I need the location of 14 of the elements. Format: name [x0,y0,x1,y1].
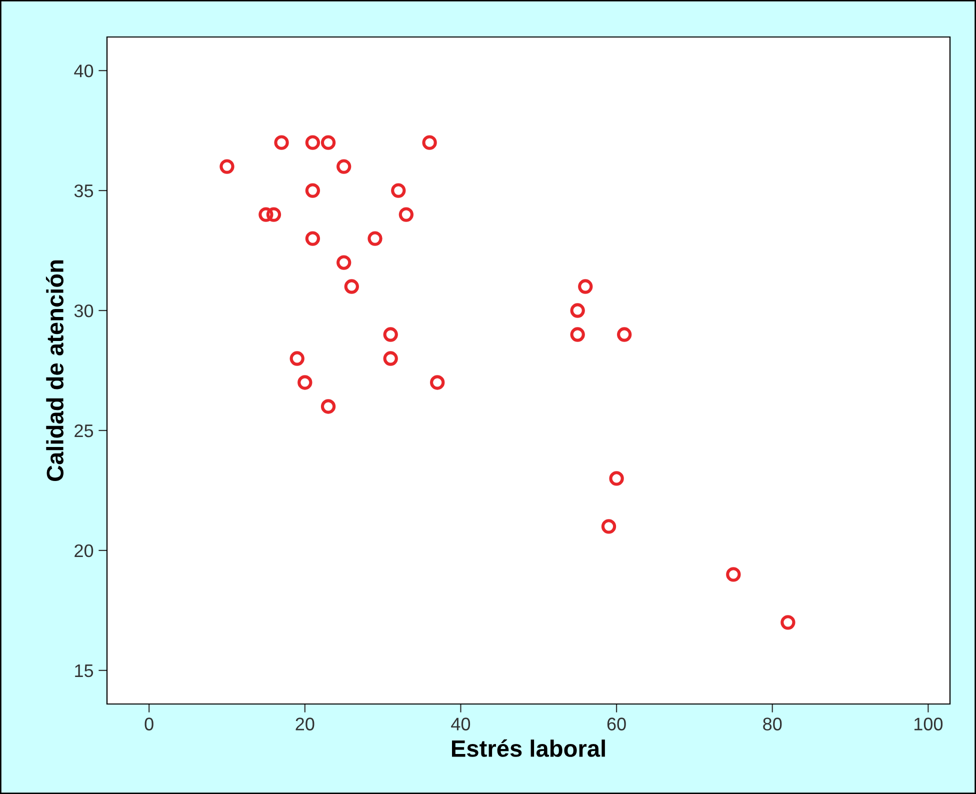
x-axis-title: Estrés laboral [452,739,605,757]
x-tick-label: 20 [296,718,314,730]
y-tick-label: 25 [74,424,94,438]
y-tick-label: 40 [74,64,94,78]
x-tick-label: 80 [763,718,782,730]
y-axis-title: Calidad de atención [46,260,64,482]
x-tick-label: 100 [914,718,943,730]
y-tick-label: 15 [75,664,94,678]
x-tick-label: 60 [607,718,626,730]
x-tick-label: 0 [144,718,154,730]
y-tick-label: 20 [74,544,94,558]
y-tick-label: 35 [74,184,94,198]
y-tick-label: 30 [74,304,94,318]
x-tick-label: 40 [451,718,470,730]
